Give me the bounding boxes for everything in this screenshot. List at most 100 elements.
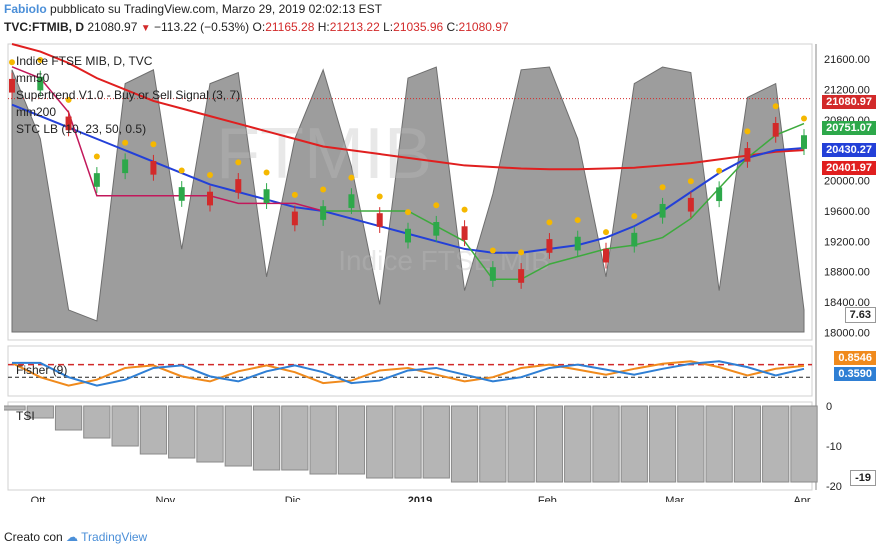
candle-body[interactable]	[93, 173, 100, 187]
candle-body[interactable]	[37, 76, 44, 91]
candle-body[interactable]	[348, 194, 355, 208]
author-name[interactable]: FabioIo	[4, 2, 47, 16]
fisher-badge-a: 0.8546	[834, 351, 876, 365]
tsi-bar	[450, 405, 479, 483]
legend-stc[interactable]: STC LB (10, 23, 50, 0.5)	[16, 122, 147, 136]
candle-body[interactable]	[716, 187, 723, 202]
tsi-tick-label: 0	[826, 401, 832, 413]
tsi-bar	[762, 405, 790, 483]
candle-body[interactable]	[150, 160, 157, 175]
signal-dot	[376, 193, 383, 200]
price-tick-label: 21600.00	[824, 54, 870, 66]
price-tick-label: 20000.00	[824, 176, 870, 188]
stc-area	[11, 66, 805, 333]
signal-dot	[546, 219, 553, 226]
signal-dot	[772, 103, 779, 110]
candle-body[interactable]	[320, 206, 327, 220]
tsi-bar	[111, 405, 139, 447]
tsi-bar	[26, 405, 54, 419]
legend-title[interactable]: Indice FTSE MIB, D, TVC	[16, 54, 153, 68]
candle-body[interactable]	[178, 187, 185, 201]
signal-dot	[489, 247, 496, 254]
price-tick-label: 19200.00	[824, 236, 870, 248]
signal-dot	[178, 167, 185, 174]
time-tick-label: Mar	[665, 495, 684, 502]
time-tick-label: Feb	[538, 495, 557, 502]
signal-dot	[405, 209, 411, 216]
candle-body[interactable]	[744, 148, 751, 162]
footer: Creato con ☁ TradingView	[4, 530, 147, 544]
legend-supertrend[interactable]: Supertrend V1.0 - Buy or Sell Signal (3,…	[16, 88, 241, 102]
tsi-bar	[139, 405, 168, 455]
ma50-badge: 20430.27	[822, 143, 876, 157]
signal-dot	[348, 174, 355, 181]
price-tick-label: 18800.00	[824, 267, 870, 279]
candle-body[interactable]	[9, 78, 15, 93]
legend-ma200[interactable]: mm200	[16, 105, 57, 119]
candle-body[interactable]	[376, 213, 383, 227]
symbol-label: TVC:FTMIB, D	[4, 20, 84, 34]
candle-body[interactable]	[489, 267, 496, 281]
candle-body[interactable]	[122, 159, 129, 174]
price-change: −113.22 (−0.53%)	[154, 20, 250, 34]
signal-dot	[9, 59, 15, 66]
close-label: C:	[446, 20, 459, 34]
price-badge: 21080.97	[822, 95, 876, 109]
fisher-trigger-line	[12, 360, 805, 387]
signal-dot	[263, 169, 270, 176]
time-tick-label: Ott	[31, 495, 46, 502]
tsi-bar	[422, 405, 450, 479]
signal-dot	[93, 153, 100, 160]
stc-badge: 7.63	[844, 307, 876, 323]
candle-body[interactable]	[801, 135, 807, 149]
candle-body[interactable]	[207, 191, 213, 206]
candle-body[interactable]	[235, 179, 242, 193]
legend-ma50[interactable]: mm50	[16, 71, 50, 85]
signal-dot	[716, 167, 723, 174]
tsi-bar	[54, 405, 83, 431]
open-label: O:	[252, 20, 266, 34]
tsi-tick-label: -20	[826, 481, 842, 493]
price-tick-label: 18400.00	[824, 297, 870, 309]
candle-body[interactable]	[603, 248, 609, 263]
candle-body[interactable]	[461, 226, 468, 240]
high-label: H:	[317, 20, 330, 34]
legend-fisher[interactable]: Fisher (9)	[16, 363, 68, 377]
tsi-bar	[592, 405, 620, 483]
candle-body[interactable]	[631, 232, 638, 247]
open-value: 21165.28	[265, 20, 315, 34]
candle-body[interactable]	[263, 189, 270, 203]
tsi-bar	[196, 405, 224, 463]
signal-dot	[461, 206, 468, 213]
candle-body[interactable]	[574, 236, 581, 251]
legend-tsi[interactable]: TSI	[16, 409, 35, 423]
signal-dot	[687, 178, 694, 185]
candle-body[interactable]	[405, 228, 411, 243]
tsi-bar	[0, 405, 26, 411]
candle-body[interactable]	[546, 239, 553, 253]
tradingview-logo-icon[interactable]: ☁	[66, 530, 79, 544]
signal-dot	[518, 249, 525, 256]
candle-body[interactable]	[518, 269, 525, 283]
candle-body[interactable]	[772, 122, 779, 137]
tsi-bar	[309, 405, 337, 475]
candle-body[interactable]	[433, 222, 440, 236]
time-tick-label: Nov	[156, 495, 176, 502]
candle-body[interactable]	[65, 116, 72, 131]
tradingview-link[interactable]: TradingView	[81, 530, 148, 544]
candle-body[interactable]	[687, 197, 694, 212]
candle-body[interactable]	[659, 203, 666, 218]
tsi-bar	[564, 405, 592, 483]
last-price: 21080.97	[87, 20, 138, 34]
fisher-badge-b: 0.3590	[834, 367, 876, 381]
publish-info: FabioIo pubblicato su TradingView.com, M…	[4, 2, 382, 16]
ohlc-bar: TVC:FTMIB, D 21080.97 ▼ −113.22 (−0.53%)…	[4, 20, 509, 34]
tsi-bar	[648, 405, 677, 483]
candle-body[interactable]	[291, 211, 298, 226]
high-value: 21213.22	[329, 20, 380, 34]
time-tick-label: 2019	[408, 495, 432, 502]
tsi-bar	[535, 405, 564, 483]
ma200-badge: 20401.97	[822, 161, 876, 175]
